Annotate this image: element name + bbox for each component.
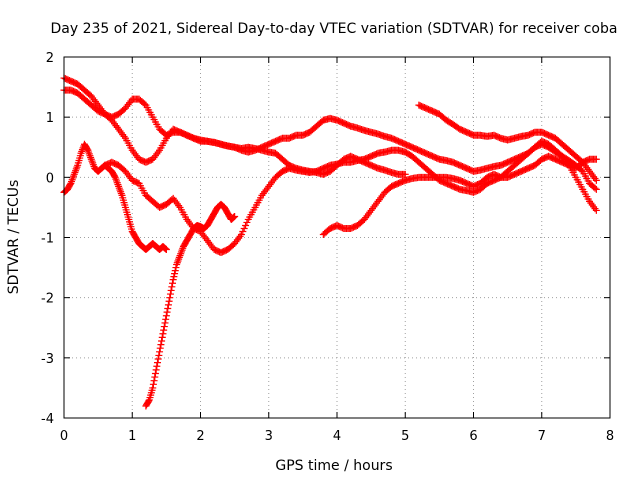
- data-point: [401, 170, 409, 178]
- data-point: [243, 218, 251, 226]
- data-point: [237, 230, 245, 238]
- y-tick-label: -2: [41, 292, 54, 307]
- data-point: [171, 270, 179, 278]
- data-point: [154, 359, 162, 367]
- data-point: [154, 355, 162, 363]
- data-point: [149, 384, 157, 392]
- data-point: [164, 301, 172, 309]
- x-tick-label: 5: [401, 429, 409, 444]
- data-point: [151, 373, 159, 381]
- data-series-5: [60, 74, 409, 178]
- data-point: [592, 176, 600, 184]
- y-tick-label: 2: [46, 51, 54, 66]
- data-point: [158, 337, 166, 345]
- data-series-2: [60, 140, 170, 254]
- data-point: [577, 166, 585, 174]
- data-series-6: [319, 152, 600, 238]
- x-tick-label: 2: [196, 429, 204, 444]
- y-tick-label: -1: [41, 232, 54, 247]
- data-point: [162, 312, 170, 320]
- data-point: [160, 326, 168, 334]
- data-point: [171, 267, 179, 275]
- data-point: [156, 344, 164, 352]
- data-point: [592, 206, 600, 214]
- data-point: [169, 279, 177, 287]
- data-point: [591, 184, 599, 192]
- data-point: [149, 380, 157, 388]
- x-tick-label: 0: [60, 429, 68, 444]
- y-tick-label: -4: [41, 412, 54, 427]
- data-point: [150, 377, 158, 385]
- data-series-3: [142, 200, 239, 410]
- data-series-7: [415, 101, 600, 184]
- x-tick-label: 7: [538, 429, 546, 444]
- grid: [64, 57, 610, 418]
- data-point: [158, 333, 166, 341]
- data-point: [155, 351, 163, 359]
- data-points: [60, 74, 600, 410]
- x-tick-label: 8: [606, 429, 614, 444]
- x-axis-label: GPS time / hours: [275, 458, 392, 474]
- data-point: [242, 221, 250, 229]
- y-tick-label: 0: [46, 171, 54, 186]
- data-point: [167, 286, 175, 294]
- data-point: [169, 276, 177, 284]
- data-point: [168, 283, 176, 291]
- data-point: [157, 341, 165, 349]
- data-point: [156, 348, 164, 356]
- data-point: [66, 181, 74, 189]
- data-point: [166, 290, 174, 298]
- data-point: [160, 323, 168, 331]
- data-point: [111, 172, 119, 180]
- x-tick-label: 1: [128, 429, 136, 444]
- data-point: [240, 224, 248, 232]
- data-point: [230, 213, 238, 221]
- data-point: [164, 304, 172, 312]
- y-tick-label: -3: [41, 352, 54, 367]
- x-tick-label: 4: [333, 429, 341, 444]
- data-point: [172, 264, 180, 272]
- data-point: [83, 145, 91, 153]
- x-tick-label: 3: [265, 429, 273, 444]
- data-point: [151, 369, 159, 377]
- data-point: [592, 185, 600, 193]
- data-point: [161, 244, 169, 252]
- data-point: [166, 294, 174, 302]
- data-point: [153, 362, 161, 370]
- data-point: [162, 245, 170, 253]
- data-point: [229, 214, 237, 222]
- data-point: [159, 330, 167, 338]
- y-tick-label: 1: [46, 111, 54, 126]
- data-point: [592, 155, 600, 163]
- x-tick-label: 6: [469, 429, 477, 444]
- data-point: [141, 100, 149, 108]
- data-point: [165, 297, 173, 305]
- data-point: [161, 319, 169, 327]
- y-axis-label: SDTVAR / TECUs: [6, 180, 22, 295]
- axis-ticks: 0 1 2 3 4 5 6 7 8 -4 -3 -2 -1 0 1 2: [41, 51, 614, 444]
- data-point: [162, 246, 170, 254]
- data-point: [145, 397, 153, 405]
- data-point: [170, 273, 178, 281]
- data-point: [163, 308, 171, 316]
- data-point: [231, 212, 239, 220]
- data-point: [239, 227, 247, 235]
- data-point: [152, 366, 160, 374]
- data-point: [162, 315, 170, 323]
- chart-title: Day 235 of 2021, Sidereal Day-to-day VTE…: [51, 21, 618, 37]
